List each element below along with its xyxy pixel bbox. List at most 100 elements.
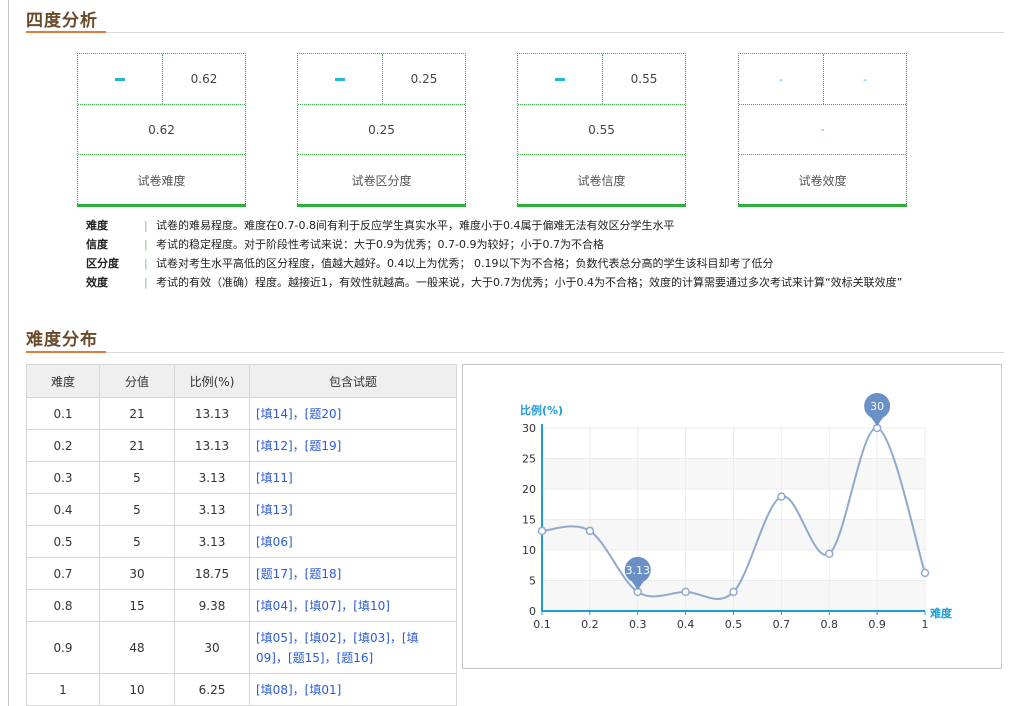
cell-ratio: 3.13 (174, 525, 250, 558)
table-body: 0.1 21 13.13 [填14]，[题20] 0.2 21 13.13 [填12]，[题1… (26, 397, 457, 706)
card-label: 试卷难度 (137, 173, 186, 188)
left-border (8, 0, 9, 706)
cell-items[interactable]: [填05]，[填02]，[填03]，[填09]，[题15]，[题16] (249, 621, 457, 674)
annotation-bubble (624, 556, 651, 583)
header-difficulty: 难度 (26, 364, 100, 398)
difficulty-line-chart: 0 5 10 15 20 25 30 0.1 0.2 0.3 0.4 0.5 0.7 0.8 0.9 1 比例(… (520, 393, 953, 631)
cell-score: 15 (99, 589, 175, 622)
metric-card-reliability: 0.55 0.55 试卷信度 (517, 53, 686, 207)
definition-row: 效度 | 考试的有效（准确）程度。越接近1，有效性就越高。一般来说，大于0.7为优秀… (86, 273, 902, 292)
metric-card-discrimination: 0.25 0.25 试卷区分度 (297, 53, 466, 207)
definition-term: 信度 (86, 238, 108, 251)
definition-text: 试卷的难易程度。难度在0.7-0.8间有利于反应学生真实水平，难度小于0.4属于… (156, 219, 675, 232)
cell-difficulty: 1 (26, 673, 100, 706)
y-tick-label: 25 (522, 453, 536, 466)
y-axis-label: 比例(%) (520, 403, 563, 417)
data-point (729, 587, 738, 597)
data-point (777, 492, 786, 501)
table-row: 0.5 5 3.13 [填06] (26, 525, 457, 558)
difficulty-chart-panel: 0 5 10 15 20 25 30 0.1 0.2 0.3 0.4 0.5 0.7 0.8 0.9 1 比例(… (462, 364, 1002, 669)
definition-row: 区分度 | 试卷对考生水平高低的区分程度，值越大越好。0.4以上为优秀； 0.19以… (86, 254, 902, 273)
cell-difficulty: 0.9 (26, 621, 100, 674)
definition-term: 区分度 (86, 257, 119, 270)
cell-items[interactable]: [填12]，[题19] (249, 429, 457, 462)
x-tick-label: 0.9 (868, 618, 886, 631)
data-point (537, 526, 547, 536)
card-top-left: - (739, 54, 824, 104)
definitions-list: 难度 | 试卷的难易程度。难度在0.7-0.8间有利于反应学生真实水平，难度小于0.… (86, 216, 902, 292)
cell-items[interactable]: [题17]，[题18] (249, 557, 457, 590)
x-tick-label: 0.3 (629, 618, 647, 631)
dash-indicator (555, 77, 565, 81)
definition-row: 信度 | 考试的稳定程度。对于阶段性考试来说：大于0.9为优秀；0.7-0.9为较好… (86, 235, 902, 254)
card-label: 试卷信度 (577, 173, 626, 188)
four-degree-title: 四度分析 (26, 11, 98, 31)
metric-card-validity: - - - 试卷效度 (738, 53, 907, 207)
cell-items[interactable]: [填04]，[填07]，[填10] (249, 589, 457, 622)
cell-score: 5 (99, 493, 175, 526)
cell-items[interactable]: [填11] (249, 461, 457, 494)
table-row: 0.7 30 18.75 [题17]，[题18] (26, 557, 457, 590)
card-middle-row: 0.62 (78, 105, 245, 155)
x-tick-label: 0.2 (581, 618, 599, 631)
data-point (585, 526, 595, 536)
card-middle-value: 0.55 (588, 122, 615, 137)
header-ratio: 比例(%) (174, 364, 250, 398)
difficulty-distribution-accent (26, 351, 106, 353)
card-label-row: 试卷区分度 (298, 155, 465, 205)
cell-ratio: 3.13 (174, 461, 250, 494)
table-row: 1 10 6.25 [填08]，[填01] (26, 673, 457, 706)
card-middle-row: - (739, 105, 906, 155)
cell-ratio: 13.13 (174, 397, 250, 430)
annotation-label: 30 (870, 400, 884, 413)
definition-separator: | (144, 219, 148, 232)
cell-score: 10 (99, 673, 175, 706)
y-tick-label: 15 (522, 514, 536, 527)
annotation-label: 3.13 (626, 564, 651, 577)
card-bottom-bar (77, 204, 246, 207)
card-top-row: 0.62 (78, 54, 245, 105)
y-tick-label: 5 (529, 575, 536, 588)
cell-difficulty: 0.2 (26, 429, 100, 462)
dash-indicator (115, 77, 125, 81)
cell-ratio: 18.75 (174, 557, 250, 590)
card-middle-row: 0.25 (298, 105, 465, 155)
definition-text: 考试的有效（准确）程度。越接近1，有效性就越高。一般来说，大于0.7为优秀；小于… (156, 276, 903, 289)
cell-items[interactable]: [填14]，[题20] (249, 397, 457, 430)
cell-score: 21 (99, 397, 175, 430)
card-bottom-bar (297, 204, 466, 207)
cell-difficulty: 0.1 (26, 397, 100, 430)
definition-separator: | (144, 276, 148, 289)
card-top-right-value: 0.25 (410, 72, 438, 86)
x-tick-label: 0.7 (773, 618, 791, 631)
definition-term: 难度 (86, 219, 108, 232)
x-tick-label: 0.8 (821, 618, 839, 631)
y-tick-label: 20 (522, 483, 536, 496)
definition-separator: | (144, 238, 148, 251)
card-middle-row: 0.55 (518, 105, 685, 155)
cell-score: 30 (99, 557, 175, 590)
definition-term: 效度 (86, 276, 108, 289)
cell-ratio: 6.25 (174, 673, 250, 706)
cell-score: 5 (99, 525, 175, 558)
y-tick-label: 0 (529, 605, 536, 618)
card-label-row: 试卷信度 (518, 155, 685, 205)
table-row: 0.9 48 30 [填05]，[填02]，[填03]，[填09]，[题15]，[题1… (26, 621, 457, 674)
cell-difficulty: 0.3 (26, 461, 100, 494)
card-middle-value: 0.25 (368, 122, 395, 137)
cell-items[interactable]: [填06] (249, 525, 457, 558)
cell-ratio: 30 (174, 621, 250, 674)
definition-text: 考试的稳定程度。对于阶段性考试来说：大于0.9为优秀；0.7-0.9为较好；小于… (156, 238, 604, 251)
card-top-right: 0.62 (163, 54, 245, 104)
definition-text: 试卷对考生水平高低的区分程度，值越大越好。0.4以上为优秀； 0.19以下为不合… (156, 257, 774, 270)
cell-items[interactable]: [填08]，[填01] (249, 673, 457, 706)
header-score: 分值 (99, 364, 175, 398)
cell-difficulty: 0.8 (26, 589, 100, 622)
cell-difficulty: 0.5 (26, 525, 100, 558)
card-middle-value: 0.62 (148, 122, 175, 137)
definition-row: 难度 | 试卷的难易程度。难度在0.7-0.8间有利于反应学生真实水平，难度小于0.… (86, 216, 902, 235)
table-row: 0.1 21 13.13 [填14]，[题20] (26, 397, 457, 430)
cell-items[interactable]: [填13] (249, 493, 457, 526)
cell-ratio: 9.38 (174, 589, 250, 622)
card-top-right-value: - (863, 72, 867, 86)
